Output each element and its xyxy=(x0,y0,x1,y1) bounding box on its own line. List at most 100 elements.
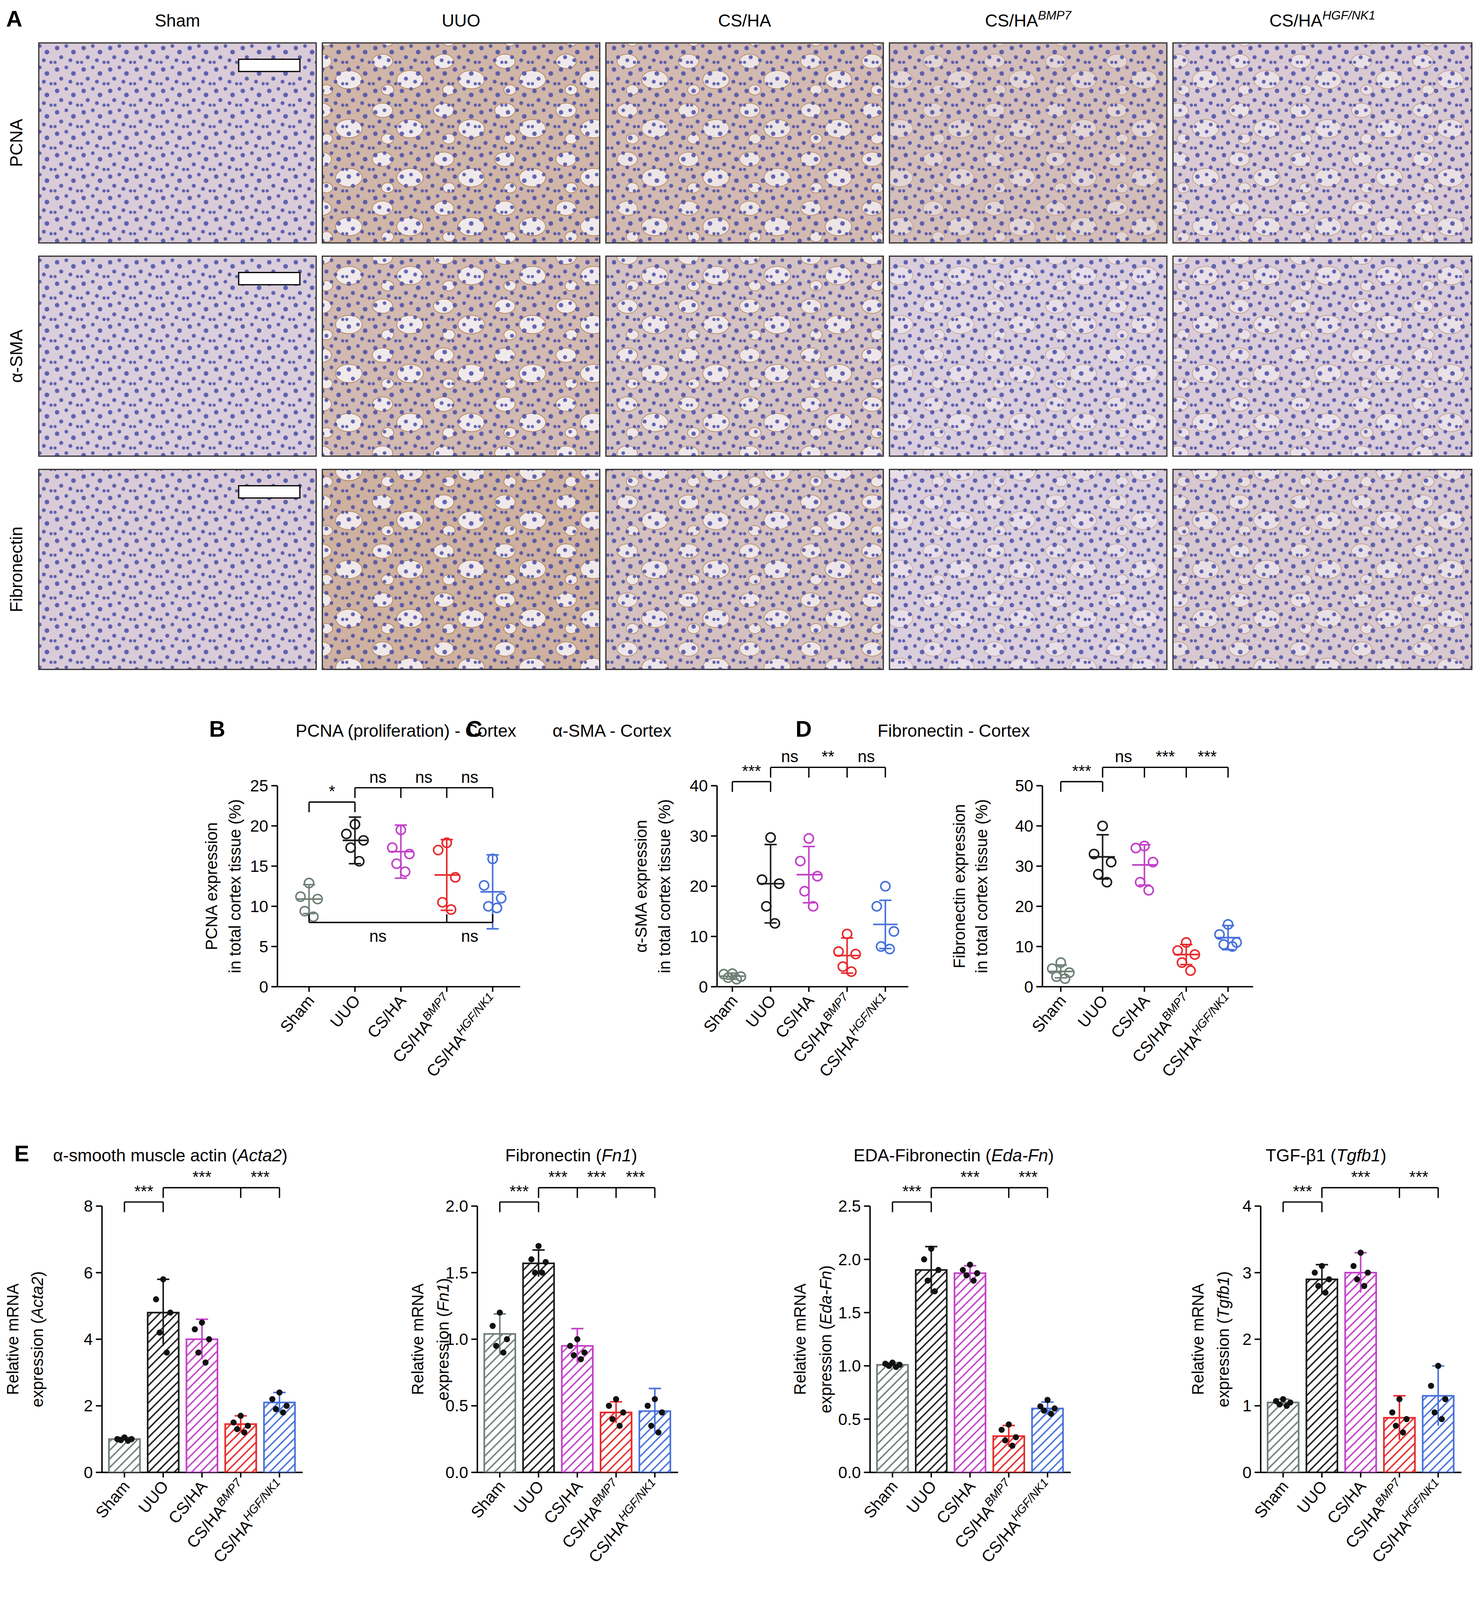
micrograph-nuclei xyxy=(1173,42,1472,243)
error-bar-cap xyxy=(1221,948,1234,951)
y-tick xyxy=(1036,945,1043,947)
significance-label: *** xyxy=(741,761,762,780)
x-tick-label-text: UUO xyxy=(509,1476,548,1516)
data-point xyxy=(963,1271,970,1279)
y-tick xyxy=(863,1471,871,1473)
text-part: ) xyxy=(28,1270,47,1277)
bracket-end xyxy=(884,766,887,778)
bracket-end xyxy=(308,914,310,923)
significance-label: *** xyxy=(192,1167,212,1186)
data-point xyxy=(1005,1421,1012,1428)
x-tick xyxy=(162,1471,165,1477)
x-tick-label-sup: HGF/NK1 xyxy=(1398,1475,1442,1523)
error-bar xyxy=(726,972,739,979)
error-bar-cap xyxy=(348,816,361,818)
data-point xyxy=(581,1349,588,1356)
y-tick-label: 0 xyxy=(259,977,269,996)
error-bar xyxy=(1096,834,1109,879)
column-header-sup: BMP7 xyxy=(1037,8,1072,23)
micrograph-base xyxy=(889,469,1167,670)
micrograph-frame xyxy=(38,42,316,243)
significance-bracket: * xyxy=(308,781,355,812)
micrograph-stain xyxy=(322,256,600,457)
data-point xyxy=(191,1325,198,1332)
micrograph-nuclei xyxy=(38,256,316,457)
bracket-end xyxy=(1060,781,1062,792)
error-bar xyxy=(802,846,815,903)
micrograph-nuclei xyxy=(606,256,884,457)
x-tick-label-sup: HGF/NK1 xyxy=(846,989,889,1038)
column-header: CS/HA xyxy=(718,10,772,31)
error-bar xyxy=(394,824,407,878)
x-tick-label: UUO xyxy=(1293,1476,1331,1516)
error-bar xyxy=(440,839,453,910)
x-tick-label: UUO xyxy=(134,1476,173,1516)
micrograph-stain xyxy=(1173,469,1472,670)
error-bar-cap xyxy=(303,883,316,886)
x-tick xyxy=(615,1471,617,1477)
error-bar-cap xyxy=(764,921,777,924)
y-tick-label: 30 xyxy=(689,826,708,846)
y-tick xyxy=(1036,825,1043,827)
data-point xyxy=(156,1329,163,1336)
y-tick xyxy=(1254,1338,1261,1340)
bracket-end xyxy=(240,1187,242,1198)
y-tick xyxy=(1254,1271,1261,1274)
x-tick-label: CS/HAHGF/NK1 xyxy=(583,1475,664,1566)
bracket-line xyxy=(732,780,771,782)
error-bar-stem xyxy=(1359,1252,1362,1293)
y-tick xyxy=(96,1338,103,1340)
column-header: UUO xyxy=(441,10,481,31)
data-point xyxy=(124,1437,132,1444)
x-tick xyxy=(1282,1471,1284,1477)
x-tick-label-sup: BMP7 xyxy=(981,1474,1013,1509)
data-point xyxy=(606,1402,613,1409)
y-tick-label: 1.0 xyxy=(445,1329,469,1349)
significance-label: ** xyxy=(821,747,835,766)
x-tick xyxy=(1046,1471,1049,1477)
row-label: Fibronectin xyxy=(6,526,26,613)
data-point xyxy=(928,1245,935,1252)
bracket-line xyxy=(1283,1200,1322,1202)
micrograph-frame xyxy=(889,469,1167,670)
micrograph-lumens xyxy=(889,42,1167,243)
micrograph-stain xyxy=(38,469,316,670)
y-tick-label: 10 xyxy=(1014,937,1033,956)
micrograph-stain xyxy=(1173,256,1472,457)
x-tick-label: Sham xyxy=(699,991,742,1036)
error-bar xyxy=(1138,844,1151,885)
x-tick-label-text: Sham xyxy=(1028,991,1070,1036)
chart: TGF-β1 (Tgfb1)Relative mRNAexpression (T… xyxy=(1188,1145,1462,1566)
x-tick xyxy=(1398,1471,1401,1477)
x-tick-label-text: UUO xyxy=(741,991,780,1031)
text-part: expression ( xyxy=(28,1317,47,1407)
error-bar-cap xyxy=(440,838,453,840)
micrograph xyxy=(889,42,1167,243)
data-point xyxy=(1326,1275,1333,1283)
bracket-end xyxy=(770,781,772,792)
significance-label: *** xyxy=(1155,747,1176,766)
x-tick-label-sup: HGF/NK1 xyxy=(615,1475,658,1523)
data-point xyxy=(1389,1408,1396,1416)
text-part: ) xyxy=(1214,1270,1233,1277)
bracket-end xyxy=(1143,766,1145,778)
micrograph xyxy=(322,42,600,243)
bracket-line xyxy=(499,1200,539,1202)
x-tick xyxy=(1143,986,1146,992)
chart: Cα-SMA - Cortexα-SMA expressionin total … xyxy=(466,716,909,1081)
x-tick-label: CS/HA xyxy=(363,991,410,1042)
x-tick-label: Sham xyxy=(1028,991,1070,1036)
error-bar-stem xyxy=(576,1328,578,1363)
x-tick-label-text: UUO xyxy=(1073,991,1112,1031)
data-point xyxy=(889,926,899,937)
data-point xyxy=(970,1277,977,1284)
data-point xyxy=(574,1335,581,1343)
significance-label: ns xyxy=(857,747,875,766)
y-axis-label: expression (Tgfb1) xyxy=(1214,1270,1233,1407)
bracket-line xyxy=(1060,780,1103,782)
x-tick xyxy=(1060,986,1062,992)
bracket-line xyxy=(931,1186,1048,1188)
y-axis-line xyxy=(869,1205,871,1473)
data-point xyxy=(931,1287,938,1295)
x-tick xyxy=(930,1471,933,1477)
